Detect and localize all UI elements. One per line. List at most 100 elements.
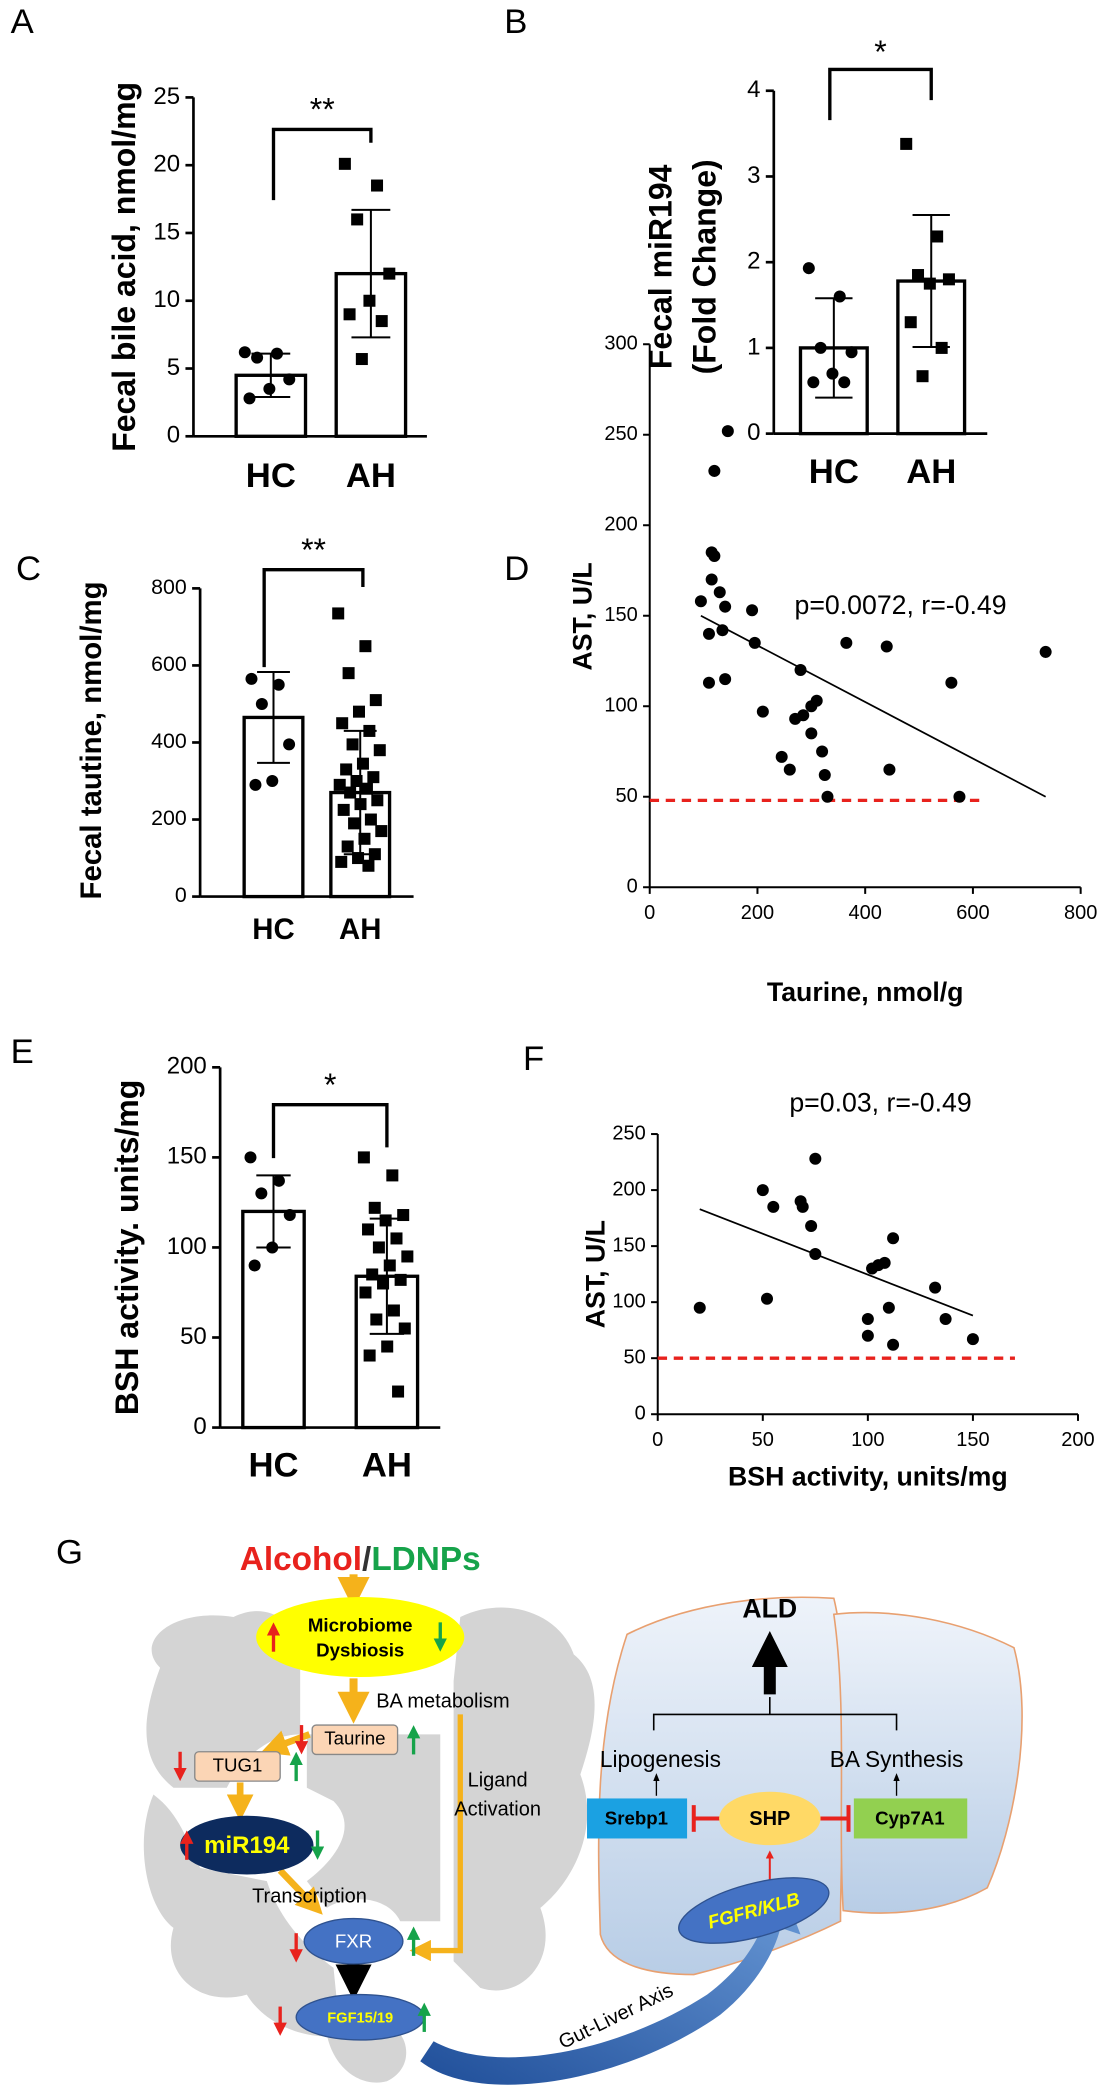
node-label: Srebp1: [605, 1808, 668, 1829]
data-point: [357, 1151, 370, 1164]
data-point: [809, 1152, 822, 1165]
data-point: [283, 373, 296, 386]
node-label: SHP: [749, 1808, 790, 1830]
data-point: [708, 464, 721, 477]
data-point: [373, 744, 386, 757]
y-tick-label: 100: [604, 695, 637, 717]
data-point: [377, 1277, 390, 1290]
x-tick-label: AH: [362, 1447, 412, 1485]
liver-shape: [597, 1596, 1023, 1976]
process-label: Transcription: [252, 1885, 367, 1907]
y-tick-label: 2: [747, 248, 760, 275]
data-point: [344, 786, 357, 799]
y-tick-label: 50: [615, 785, 637, 807]
y-tick-label: 200: [604, 514, 637, 536]
data-point: [748, 636, 761, 649]
data-point: [363, 294, 376, 307]
data-point: [775, 750, 788, 763]
data-point: [368, 1201, 381, 1214]
y-tick-label: 0: [635, 1403, 646, 1425]
data-point: [383, 1259, 396, 1272]
data-point: [814, 341, 827, 354]
node-label: Microbiome: [308, 1614, 413, 1635]
x-tick-label: AH: [906, 453, 956, 491]
panel-label: G: [56, 1533, 83, 1571]
x-axis-label: Taurine, nmol/g: [767, 977, 964, 1007]
data-point: [861, 1312, 874, 1325]
bar: [896, 279, 967, 436]
y-axis-label: AST, U/L: [567, 562, 597, 670]
data-point: [371, 794, 384, 807]
significance-bracket: [262, 568, 365, 668]
x-tick-label: HC: [252, 913, 294, 946]
significance-bracket: [271, 127, 373, 201]
data-point: [882, 1301, 895, 1314]
data-point: [721, 425, 734, 438]
error-bar: [351, 208, 391, 339]
data-point: [367, 771, 380, 784]
data-point: [694, 595, 707, 608]
data-point: [283, 1209, 296, 1222]
y-tick-label: 200: [167, 1053, 207, 1080]
x-tick-label: 50: [752, 1429, 774, 1451]
data-point: [360, 782, 373, 795]
x-tick-label: HC: [809, 453, 859, 491]
data-point: [833, 290, 846, 303]
stats-annotation: p=0.03, r=-0.49: [789, 1088, 971, 1118]
y-tick-label: 1: [747, 333, 760, 360]
process-label: BA Synthesis: [830, 1746, 964, 1772]
significance-label: **: [310, 92, 335, 128]
stats-annotation: p=0.0072, r=-0.49: [795, 590, 1007, 620]
x-tick-label: HC: [246, 457, 296, 495]
y-tick-label: 150: [167, 1143, 207, 1170]
x-tick-label: 0: [652, 1429, 663, 1451]
data-point: [386, 1169, 399, 1182]
outcome-label: ALD: [742, 1593, 797, 1623]
data-point: [845, 346, 858, 359]
trigger-label: Alcohol/LDNPs: [240, 1541, 481, 1578]
data-point: [340, 763, 353, 776]
data-point: [945, 676, 958, 689]
data-point: [255, 697, 268, 710]
data-point: [343, 308, 356, 321]
y-tick-label: 25: [153, 83, 180, 110]
y-tick-label: 150: [612, 1234, 645, 1256]
y-tick-label: 50: [180, 1323, 207, 1350]
data-point: [383, 267, 396, 280]
data-point: [953, 790, 966, 803]
data-point: [939, 1312, 952, 1325]
y-tick-label: 4: [747, 76, 760, 103]
data-point: [354, 798, 367, 811]
data-point: [255, 1187, 268, 1200]
data-point: [807, 376, 820, 389]
y-tick-label: 0: [747, 419, 760, 446]
data-point: [244, 1151, 257, 1164]
data-point: [351, 213, 364, 226]
data-point: [266, 1241, 279, 1254]
data-point: [713, 586, 726, 599]
panel-label: E: [11, 1033, 34, 1071]
data-point: [840, 636, 853, 649]
data-point: [364, 813, 377, 826]
data-point: [338, 157, 351, 170]
node-label: FGF15/19: [327, 2010, 393, 2026]
diagram-arrows: [226, 1574, 900, 2001]
panel-label: F: [523, 1040, 544, 1078]
panel-label: D: [504, 550, 529, 588]
data-point: [802, 262, 815, 275]
panel-label: C: [16, 550, 41, 588]
process-label: Lipogenesis: [600, 1746, 721, 1772]
alcohol: Alcohol: [240, 1541, 362, 1578]
data-point: [935, 341, 948, 354]
y-axis-label: BSH activity. units/mg: [109, 1080, 145, 1415]
data-point: [363, 1349, 376, 1362]
y-tick-label: 0: [193, 1413, 206, 1440]
process-label: BA metabolism: [376, 1691, 509, 1713]
x-tick-label: 200: [1061, 1429, 1094, 1451]
x-tick-label: 150: [956, 1429, 989, 1451]
data-point: [756, 705, 769, 718]
data-point: [352, 705, 365, 718]
y-tick-label: 0: [167, 422, 180, 449]
